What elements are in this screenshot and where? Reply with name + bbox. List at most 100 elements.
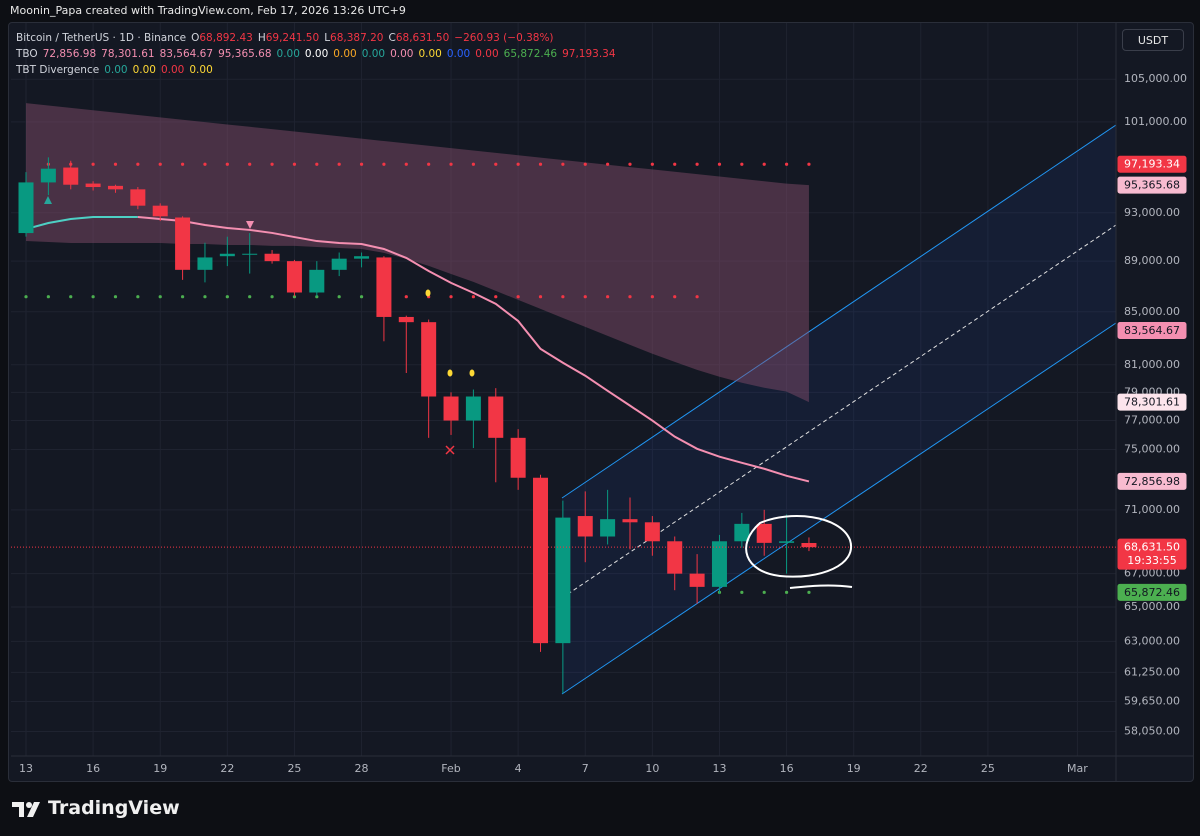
- level-dot: [404, 295, 408, 299]
- candle-body: [18, 182, 34, 234]
- level-dot: [650, 295, 654, 299]
- indicator-value: 0.00: [390, 48, 414, 60]
- candle-body: [600, 519, 616, 537]
- price-tag: [1117, 538, 1187, 570]
- y-tick-label: 61,250.00: [1124, 665, 1180, 678]
- candle-body: [644, 522, 660, 542]
- level-dot: [225, 162, 229, 166]
- price-tag-label: 97,193.34: [1124, 158, 1180, 171]
- level-dot: [762, 590, 766, 594]
- candle-body: [555, 517, 571, 644]
- level-dot: [561, 295, 565, 299]
- candle-body: [331, 258, 347, 270]
- level-dot: [427, 295, 431, 299]
- price-tag: [1117, 472, 1187, 490]
- y-tick-label: 81,000.00: [1124, 358, 1180, 371]
- indicator-value: 0.00: [276, 48, 300, 60]
- channel-mid: [561, 224, 1117, 599]
- currency-button[interactable]: USDT: [1122, 29, 1184, 51]
- ma-line: [25, 216, 138, 231]
- level-dot: [740, 162, 744, 166]
- indicator-value: 0.00: [132, 64, 156, 76]
- level-dot: [673, 162, 677, 166]
- y-tick-label: 71,000.00: [1124, 503, 1180, 516]
- ma-line: [137, 216, 810, 483]
- ohlc-value: 68,892.43: [199, 32, 253, 44]
- level-dot: [203, 295, 207, 299]
- level-dot: [136, 162, 140, 166]
- x-tick-label: 22: [914, 762, 928, 775]
- candle-body: [85, 183, 101, 188]
- level-dot: [225, 295, 229, 299]
- level-dot: [606, 295, 610, 299]
- legend-row: TBO 72,856.98 78,301.61 83,564.67 95,365.68 0…: [16, 46, 621, 62]
- cloud: [26, 103, 809, 403]
- x-tick-label: 19: [153, 762, 167, 775]
- channel-fill: [562, 125, 1116, 694]
- level-dot: [449, 295, 453, 299]
- level-dot: [449, 162, 453, 166]
- y-tick-label: 89,000.00: [1124, 254, 1180, 267]
- level-dot: [203, 162, 207, 166]
- price-tag-label: 83,564.67: [1124, 324, 1180, 337]
- candle-body: [398, 316, 414, 323]
- x-tick-label: Feb: [441, 762, 460, 775]
- candle-body: [107, 185, 123, 190]
- level-dot: [784, 590, 789, 594]
- candle-body: [130, 189, 146, 206]
- candle-body: [354, 256, 370, 259]
- indicator-value: 97,193.34: [562, 48, 616, 60]
- level-dot: [538, 162, 543, 166]
- level-dot: [382, 162, 386, 166]
- candle-body: [622, 519, 638, 523]
- level-dot: [628, 162, 632, 166]
- level-dot: [91, 295, 95, 299]
- level-dot: [762, 162, 766, 166]
- candle-body: [533, 477, 549, 644]
- x-tick-label: 13: [712, 762, 726, 775]
- level-dot: [471, 162, 475, 166]
- candle-body: [376, 257, 392, 317]
- branding: TradingView: [48, 797, 180, 819]
- level-dot: [46, 295, 50, 299]
- indicator-value: 72,856.98: [42, 48, 97, 60]
- candle-body: [488, 396, 504, 438]
- candle-body: [801, 542, 817, 548]
- price-tag: [1117, 583, 1187, 601]
- candle-body: [309, 269, 325, 293]
- x-tick-label: 13: [19, 762, 33, 775]
- indicator-value: 78,301.61: [101, 48, 155, 60]
- x-tick-label: 16: [780, 762, 794, 775]
- y-tick-label: 101,000.00: [1124, 115, 1187, 128]
- level-dot: [740, 590, 744, 594]
- level-dot: [628, 295, 632, 299]
- channel-lower: [561, 322, 1117, 695]
- chart-panel: 13 16 19 22 25 28 Feb 4 7 10 13 16 19 22 25 Mar 105,000.…: [8, 22, 1194, 782]
- candle-body: [756, 523, 772, 543]
- legend: Bitcoin / TetherUS · 1D · Binance O68,892…: [16, 30, 621, 78]
- legend-row: TBT Divergence 0.00 0.00 0.00 0.00: [16, 62, 621, 78]
- attribution: Moonin_Papa created with TradingView.com…: [10, 4, 406, 17]
- level-dot: [180, 162, 185, 166]
- price-tag: [1117, 321, 1187, 339]
- ohlc-label: O: [191, 32, 200, 44]
- y-tick-label: 65,000.00: [1124, 600, 1180, 613]
- indicator-value: 0.00: [333, 48, 357, 60]
- indicator-value: 0.00: [160, 64, 185, 76]
- level-dot: [69, 295, 73, 299]
- level-dot: [158, 295, 162, 299]
- price-tag-label: 72,856.98: [1124, 475, 1180, 488]
- candle-body: [443, 396, 459, 421]
- candle-body: [63, 167, 79, 185]
- level-dot: [717, 162, 722, 166]
- level-dot: [337, 162, 341, 166]
- level-dot: [292, 162, 297, 166]
- level-dot: [292, 295, 297, 299]
- x-tick-label: 22: [220, 762, 234, 775]
- indicator-value: 0.00: [446, 48, 471, 60]
- level-dot: [516, 162, 520, 166]
- x-tick-label: 10: [645, 762, 659, 775]
- indicator-value: 0.00: [189, 64, 213, 76]
- price-tag-label: 78,301.61: [1124, 396, 1180, 409]
